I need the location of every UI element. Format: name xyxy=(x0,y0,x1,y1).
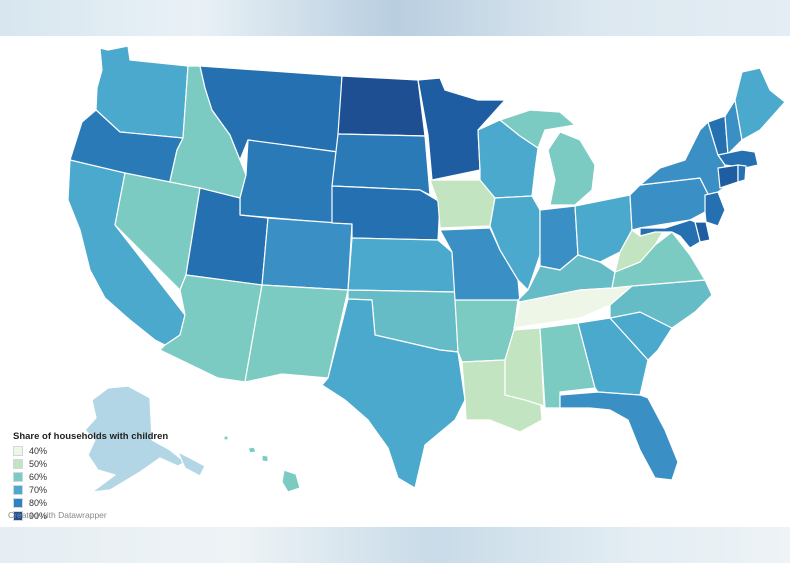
legend-label: 90% xyxy=(29,510,48,521)
legend-swatch xyxy=(13,484,23,495)
legend-label: 70% xyxy=(29,484,48,495)
us-states-svg xyxy=(67,45,786,493)
state-MA[interactable] xyxy=(717,149,759,169)
legend-item: 60% xyxy=(13,470,203,483)
state-NH[interactable] xyxy=(724,99,743,156)
top-background-strip xyxy=(0,0,790,36)
legend-swatch xyxy=(13,510,23,521)
state-AK-panhandle[interactable] xyxy=(177,451,206,477)
state-RI[interactable] xyxy=(737,164,747,183)
legend-item: 50% xyxy=(13,457,203,470)
state-FL[interactable] xyxy=(559,391,679,481)
state-AK[interactable] xyxy=(84,385,186,493)
state-MS[interactable] xyxy=(504,327,545,407)
legend-swatch xyxy=(13,458,23,469)
bottom-background-strip xyxy=(0,527,790,563)
legend-item: 80% xyxy=(13,496,203,509)
state-NJ[interactable] xyxy=(704,191,726,227)
state-ND[interactable] xyxy=(337,75,426,137)
state-WY[interactable] xyxy=(239,139,339,224)
state-MI[interactable] xyxy=(499,109,596,206)
state-NM[interactable] xyxy=(244,284,349,383)
state-SD[interactable] xyxy=(331,133,431,196)
legend-label: 50% xyxy=(29,458,48,469)
legend-item: 40% xyxy=(13,444,203,457)
choropleth-map: Share of households with children 40% 50… xyxy=(0,36,790,527)
state-KS[interactable] xyxy=(347,237,456,293)
datawrapper-credit: Created with Datawrapper xyxy=(8,510,107,520)
legend-swatch xyxy=(13,497,23,508)
legend-swatch xyxy=(13,471,23,482)
state-MO[interactable] xyxy=(439,227,521,303)
legend-swatch xyxy=(13,445,23,456)
legend-title: Share of households with children xyxy=(13,431,169,442)
legend-item: 90% xyxy=(13,509,203,522)
state-ME[interactable] xyxy=(734,67,786,141)
state-MD[interactable] xyxy=(639,219,701,249)
state-MN[interactable] xyxy=(417,77,506,181)
state-CO[interactable] xyxy=(261,217,353,291)
state-CT[interactable] xyxy=(717,164,739,189)
legend: Share of households with children 40% 50… xyxy=(13,431,203,522)
state-HI[interactable] xyxy=(223,435,301,493)
legend-label: 60% xyxy=(29,471,48,482)
legend-label: 80% xyxy=(29,497,48,508)
legend-item: 70% xyxy=(13,483,203,496)
legend-label: 40% xyxy=(29,445,48,456)
state-TX[interactable] xyxy=(321,298,466,489)
